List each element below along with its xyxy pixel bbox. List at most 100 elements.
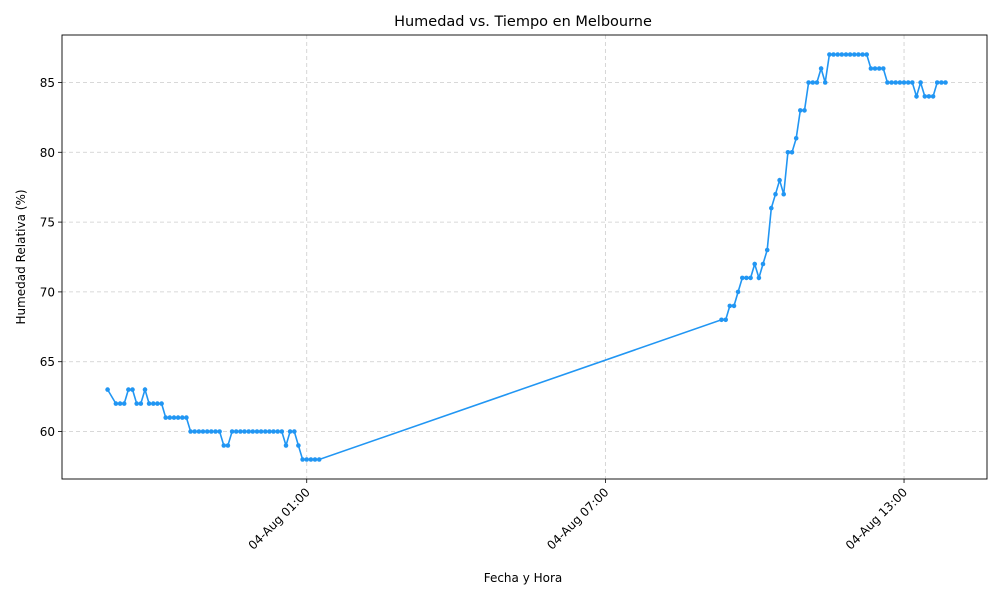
data-point [876, 66, 882, 71]
data-point [138, 401, 144, 406]
data-point [105, 387, 110, 392]
data-point [209, 429, 214, 434]
data-point [889, 80, 894, 85]
data-point [719, 317, 724, 323]
data-point [740, 275, 745, 281]
data-point [798, 108, 803, 113]
data-point [822, 80, 828, 85]
data-point [121, 401, 127, 406]
data-point [897, 80, 903, 85]
y-axis-ticks: 60 65 70 75 80 85 [40, 76, 62, 439]
data-point [756, 275, 762, 281]
data-point [283, 443, 289, 448]
data-point [922, 94, 928, 99]
data-point [217, 429, 222, 434]
data-point [258, 429, 264, 434]
data-point [213, 429, 218, 434]
data-point [905, 80, 911, 85]
data-point [827, 52, 832, 57]
y-tick-label: 65 [40, 355, 55, 369]
humidity-series-line [106, 53, 946, 461]
data-point [881, 66, 886, 71]
data-point [229, 429, 235, 434]
data-point [818, 66, 824, 71]
chart-title: Humedad vs. Tiempo en Melbourne [394, 14, 652, 30]
data-point [939, 80, 944, 85]
x-axis-label: Fecha y Hora [484, 571, 563, 585]
y-tick-label: 70 [40, 285, 55, 299]
series-layer [105, 52, 948, 462]
data-point [893, 80, 898, 85]
data-point [930, 94, 936, 99]
data-point [146, 401, 152, 406]
data-point [735, 289, 741, 295]
data-point [126, 387, 131, 392]
data-point [835, 52, 840, 57]
data-point [781, 191, 786, 197]
data-point [752, 261, 757, 267]
data-point [117, 401, 123, 406]
data-point [180, 415, 185, 420]
data-point [885, 80, 890, 85]
data-point [250, 429, 256, 434]
data-point [864, 52, 869, 57]
data-point [764, 247, 770, 253]
data-point [204, 429, 210, 434]
data-point [200, 429, 206, 434]
data-point [242, 429, 247, 434]
data-point [769, 205, 774, 211]
data-point [233, 429, 239, 434]
x-tick-label: 04-Aug 13:00 [843, 485, 910, 552]
y-axis-label: Humedad Relativa (%) [14, 189, 28, 324]
humidity-data-points [105, 52, 948, 462]
data-point [300, 457, 305, 462]
data-point [843, 52, 849, 57]
data-point [860, 52, 865, 57]
data-point [275, 429, 281, 434]
data-point [777, 177, 782, 183]
y-tick-label: 80 [40, 146, 55, 160]
grid-lines [62, 35, 987, 479]
data-point [748, 275, 753, 281]
data-point [246, 429, 251, 434]
data-point [238, 429, 243, 434]
data-point [171, 415, 177, 420]
data-point [279, 429, 285, 434]
x-tick-label: 04-Aug 07:00 [544, 485, 611, 552]
data-point [727, 303, 733, 309]
y-tick-label: 60 [40, 425, 55, 439]
data-point [856, 52, 861, 57]
data-point [263, 429, 268, 434]
data-point [142, 387, 148, 392]
data-point [155, 401, 160, 406]
data-point [267, 429, 272, 434]
data-point [167, 415, 173, 420]
data-point [312, 457, 318, 462]
y-tick-label: 75 [40, 216, 55, 230]
data-point [225, 443, 231, 448]
data-point [760, 261, 766, 267]
data-point [910, 80, 915, 85]
data-point [130, 387, 135, 392]
data-point [304, 457, 310, 462]
data-point [918, 80, 923, 85]
data-point [831, 52, 836, 57]
data-point [839, 52, 845, 57]
data-point [868, 66, 874, 71]
data-point [254, 429, 260, 434]
data-point [793, 136, 799, 141]
data-point [814, 80, 820, 85]
data-point [163, 415, 168, 420]
data-point [134, 401, 139, 406]
data-point [926, 94, 932, 99]
data-point [901, 80, 907, 85]
data-point [271, 429, 276, 434]
data-point [744, 275, 749, 281]
data-point [159, 401, 164, 406]
data-point [806, 80, 811, 85]
data-point [943, 80, 948, 85]
data-point [731, 303, 737, 309]
data-point [316, 457, 322, 462]
data-point [872, 66, 878, 71]
data-point [934, 80, 940, 85]
